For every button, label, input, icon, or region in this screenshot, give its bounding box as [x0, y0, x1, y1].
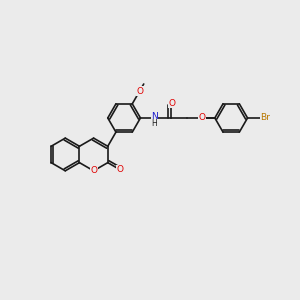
Text: O: O [90, 166, 97, 175]
Text: O: O [198, 113, 205, 122]
Text: Br: Br [260, 113, 270, 122]
Text: H: H [152, 118, 157, 127]
Text: O: O [136, 86, 143, 95]
Text: N: N [151, 112, 158, 121]
Text: O: O [116, 165, 123, 174]
Text: O: O [168, 99, 175, 108]
